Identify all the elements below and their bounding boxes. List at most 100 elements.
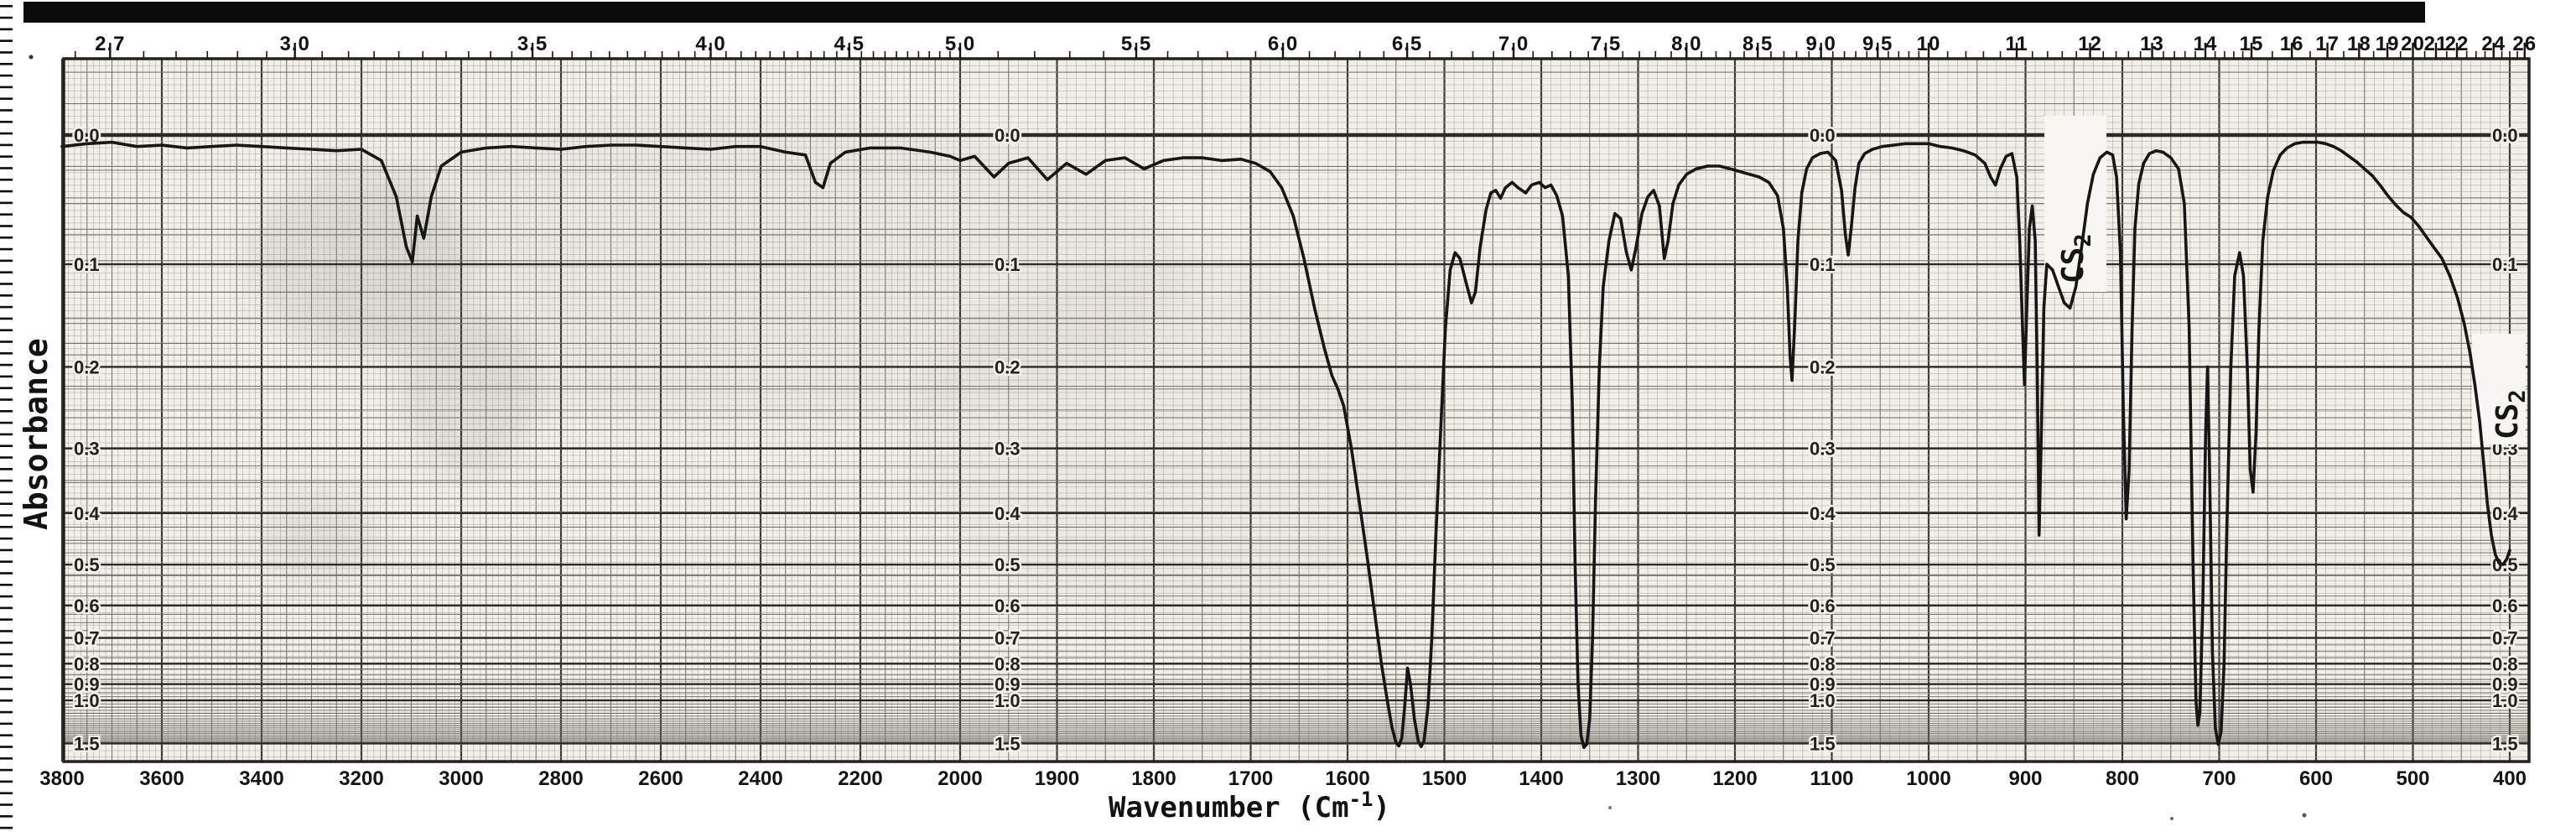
page-edge-tick xyxy=(0,792,13,794)
page-edge-tick xyxy=(0,815,13,818)
cs2-patch-left xyxy=(2044,116,2106,292)
top-axis-label: 24 xyxy=(2481,33,2506,55)
top-axis-label: 12 xyxy=(2078,33,2102,55)
page-edge-tick xyxy=(0,167,13,169)
page-edge-tick xyxy=(0,606,13,610)
page-edge-tick xyxy=(0,63,13,65)
top-axis-label: 13 xyxy=(2140,33,2164,55)
top-axis-label: 20 xyxy=(2401,33,2425,55)
bottom-axis-label: 2200 xyxy=(838,767,882,790)
bottom-axis-label: 1600 xyxy=(1325,767,1369,790)
page-edge-tick xyxy=(0,247,13,251)
page-edge-tick xyxy=(0,421,13,424)
top-axis-label: 4.5 xyxy=(834,33,865,55)
page-edge-tick xyxy=(0,341,13,343)
absorbance-tick-label: 0.1 xyxy=(1810,254,1836,275)
top-axis-label: 19 xyxy=(2376,33,2400,55)
page-edge-tick xyxy=(0,699,13,702)
absorbance-scale-labels: 0.00.10.20.30.40.50.60.70.80.91.01.50.00… xyxy=(72,123,2521,757)
plot-border xyxy=(62,57,2531,763)
page-edge-tick xyxy=(0,676,13,679)
absorbance-tick-label: 0.0 xyxy=(2492,125,2518,146)
page-edge-tick xyxy=(0,514,13,517)
absorbance-tick-label: 0.4 xyxy=(1810,503,1836,524)
page-edge-tick xyxy=(0,317,13,320)
top-axis-label: 21 xyxy=(2424,33,2449,55)
page-edge-tick xyxy=(0,271,13,273)
absorbance-tick-label: 0.4 xyxy=(2492,503,2518,524)
absorbance-tick-label: 0.6 xyxy=(2492,595,2518,616)
page-edge-tick xyxy=(0,237,13,239)
bottom-axis-label: 2600 xyxy=(638,767,683,790)
absorbance-tick-label: 0.9 xyxy=(1810,674,1836,695)
page-edge-tick xyxy=(0,294,13,297)
spectrum-trace-group xyxy=(60,140,2511,750)
top-axis-label: 8.5 xyxy=(1742,33,1773,55)
bottom-axis-label: 800 xyxy=(2106,767,2139,790)
y-axis-title: Absorbance xyxy=(18,338,55,530)
cs2-annotation-right: CS2 xyxy=(2490,389,2531,439)
page-edge-tick xyxy=(0,537,13,540)
bottom-axis-label: 3600 xyxy=(139,767,184,790)
top-axis-label: 4.0 xyxy=(695,33,725,55)
bottom-axis-label: 1800 xyxy=(1131,767,1176,790)
bottom-axis-label: 3000 xyxy=(439,767,483,790)
page-edge-tick xyxy=(0,109,13,112)
page-edge-tick xyxy=(0,283,13,285)
bottom-axis-label: 1400 xyxy=(1519,767,1563,790)
absorbance-tick-label: 0.8 xyxy=(2492,653,2518,674)
page-edge-tick xyxy=(0,352,13,355)
top-axis-label: 2.7 xyxy=(95,33,125,55)
page-edge-tick xyxy=(0,51,13,54)
top-axis-label: 6.5 xyxy=(1392,33,1422,55)
top-axis-label: 18 xyxy=(2347,33,2371,55)
absorbance-tick-label: 0.1 xyxy=(74,254,100,275)
page-edge-tick xyxy=(0,491,13,494)
absorbance-tick-label: 0.3 xyxy=(1810,439,1836,460)
cs2-label: CS2 xyxy=(2490,389,2531,439)
spectrum-trace xyxy=(60,140,2511,750)
page-edge-tick xyxy=(0,710,13,714)
absorbance-tick-label: 1.5 xyxy=(2492,733,2518,754)
page-edge-tick xyxy=(0,155,13,158)
bottom-axis-label: 2400 xyxy=(738,767,782,790)
absorbance-tick-label: 0.8 xyxy=(995,653,1021,674)
page-edge-tick xyxy=(0,39,13,42)
top-axis-label: 14 xyxy=(2194,33,2218,55)
page-edge-tick xyxy=(0,722,13,725)
cs2-annotation-left: CS2 xyxy=(2056,233,2096,283)
absorbance-tick-label: 0.9 xyxy=(995,674,1021,695)
absorbance-tick-label: 0.5 xyxy=(1810,554,1836,575)
absorbance-tick-label: 0.6 xyxy=(74,595,100,616)
page-edge-ticks xyxy=(0,5,13,829)
absorbance-tick-label: 0.4 xyxy=(74,503,100,524)
bottom-axis-label: 1900 xyxy=(1035,767,1079,790)
bottom-axis-label: 1500 xyxy=(1422,767,1467,790)
bottom-axis-label: 600 xyxy=(2299,767,2333,790)
absorbance-tick-label: 0.5 xyxy=(2492,554,2518,575)
absorbance-tick-label: 1.5 xyxy=(74,733,100,754)
top-axis-label: 7.5 xyxy=(1591,33,1621,55)
page-edge-tick xyxy=(0,329,13,331)
absorbance-tick-label: 0.2 xyxy=(995,356,1021,377)
page-edge-tick xyxy=(0,445,13,447)
page-edge-tick xyxy=(0,363,13,367)
absorbance-tick-label: 0.1 xyxy=(995,254,1021,275)
bottom-axis-label: 1200 xyxy=(1712,767,1757,790)
cs2-label: CS2 xyxy=(2056,233,2096,283)
page-edge-tick xyxy=(0,16,13,19)
page-edge-tick xyxy=(0,768,13,772)
page-edge-tick xyxy=(0,618,13,621)
absorbance-tick-label: 0.1 xyxy=(2492,254,2518,275)
page-edge-tick xyxy=(0,526,13,528)
bottom-axis-label: 900 xyxy=(2008,767,2042,790)
top-axis-label: 7.0 xyxy=(1498,33,1529,55)
page-edge-tick xyxy=(0,225,13,227)
top-axis-label: 15 xyxy=(2240,33,2264,55)
x-axis-title: Wavenumber (Cm-1) xyxy=(1109,788,1390,824)
page-edge-tick xyxy=(0,826,13,829)
page-edge-tick xyxy=(0,549,13,552)
page-edge-tick xyxy=(0,780,13,783)
